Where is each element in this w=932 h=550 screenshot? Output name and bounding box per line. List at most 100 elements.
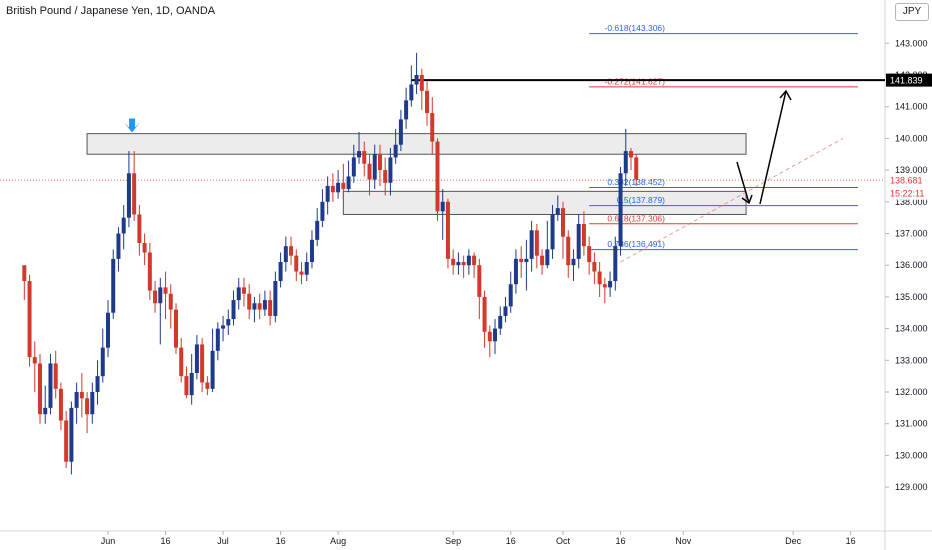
- candle-body: [168, 293, 173, 310]
- candle-body: [414, 75, 419, 85]
- candle-body: [493, 328, 498, 342]
- arrow-up-head: [779, 89, 792, 101]
- candle-body: [613, 246, 618, 282]
- candle-body: [634, 157, 639, 180]
- x-tick-label: 16: [506, 536, 516, 546]
- candle-body: [38, 363, 43, 415]
- candle-body: [466, 255, 471, 266]
- candle-body: [283, 246, 288, 263]
- candle-body: [555, 208, 560, 215]
- candle-body: [294, 255, 299, 272]
- candle-body: [482, 296, 487, 332]
- candle-body: [451, 258, 456, 266]
- candle-body: [116, 233, 121, 259]
- candle-body: [58, 388, 63, 421]
- y-tick-label: 132.000: [895, 387, 928, 397]
- candle-body: [477, 265, 482, 297]
- candle-body: [393, 144, 398, 158]
- arrow-down-head: [741, 194, 753, 205]
- candle-body: [440, 201, 445, 212]
- y-tick-label: 140.000: [895, 133, 928, 143]
- fib-level-label: -0.272(141.627): [605, 76, 666, 86]
- candle-body: [74, 392, 79, 408]
- candle-body: [90, 392, 95, 415]
- x-tick-label: 16: [846, 536, 856, 546]
- candle-body: [618, 173, 623, 247]
- arrow-down-icon: [124, 118, 141, 133]
- candle-body: [200, 344, 205, 383]
- support-resistance-zone: [86, 133, 747, 155]
- candle-body: [519, 258, 524, 263]
- y-tick-label: 141.000: [895, 102, 928, 112]
- candle-body: [419, 75, 424, 91]
- candle-body: [132, 173, 137, 215]
- y-tick-label: 135.000: [895, 292, 928, 302]
- x-tick-label: Dec: [785, 536, 802, 546]
- candle-body: [409, 84, 414, 101]
- candle-body: [425, 90, 430, 114]
- candle-body: [576, 223, 581, 259]
- candle-body: [226, 319, 231, 326]
- candle-body: [320, 201, 325, 221]
- candle-body: [163, 287, 168, 294]
- candle-body: [566, 236, 571, 266]
- candle-body: [79, 392, 84, 399]
- candle-body: [346, 176, 351, 190]
- candle-body: [27, 281, 32, 358]
- candle-body: [435, 141, 440, 212]
- y-tick-label: 136.000: [895, 260, 928, 270]
- candle-body: [592, 262, 597, 272]
- candle-body: [189, 372, 194, 396]
- candle-body: [69, 407, 74, 462]
- candle-body: [561, 208, 566, 237]
- candle-body: [158, 287, 163, 304]
- resistance-price-tag: 141.839: [890, 76, 923, 86]
- x-tick-label: Oct: [556, 536, 571, 546]
- countdown-tag-bg: [886, 186, 932, 200]
- fib-level-label: 0.618(137.306): [607, 213, 665, 223]
- x-tick-label: 16: [616, 536, 626, 546]
- candle-body: [32, 357, 37, 364]
- candle-body: [487, 331, 492, 342]
- fib-level-label: 0.786(136.491): [607, 239, 665, 249]
- candle-body: [299, 271, 304, 275]
- chart-title: British Pound / Japanese Yen, 1D, OANDA: [6, 5, 216, 17]
- candle-body: [398, 119, 403, 145]
- candle-body: [247, 293, 252, 310]
- candle-body: [278, 262, 283, 282]
- x-tick-label: 16: [276, 536, 286, 546]
- candle-body: [430, 113, 435, 142]
- candle-body: [309, 239, 314, 263]
- candle-body: [147, 252, 152, 291]
- support-resistance-zone: [342, 190, 747, 215]
- candle-body: [111, 258, 116, 313]
- last-price-tag-bg: [886, 173, 932, 187]
- y-tick-label: 133.000: [895, 355, 928, 365]
- candle-body: [362, 151, 367, 164]
- candle-body: [545, 249, 550, 266]
- y-tick-label: 130.000: [895, 450, 928, 460]
- candle-body: [153, 290, 158, 304]
- candle-body: [252, 303, 257, 310]
- candle-body: [336, 182, 341, 193]
- candle-body: [456, 262, 461, 266]
- x-tick-label: Jun: [101, 536, 116, 546]
- arrow-down-path: [736, 161, 750, 204]
- candle-body: [179, 347, 184, 377]
- fib-level-label: -0.618(143.306): [605, 23, 666, 33]
- candle-body: [404, 100, 409, 120]
- candle-body: [513, 258, 518, 285]
- resistance-price-tag-bg: [886, 73, 932, 87]
- y-tick-label: 143.000: [895, 38, 928, 48]
- candle-body: [325, 185, 330, 202]
- candle-body: [205, 382, 210, 389]
- candle-body: [581, 223, 586, 247]
- x-tick-label: Aug: [330, 536, 346, 546]
- candle-body: [602, 284, 607, 288]
- candle-body: [529, 230, 534, 259]
- candle-body: [629, 151, 633, 158]
- currency-badge[interactable]: JPY: [895, 3, 929, 21]
- candle-body: [268, 300, 273, 316]
- candle-body: [48, 363, 53, 408]
